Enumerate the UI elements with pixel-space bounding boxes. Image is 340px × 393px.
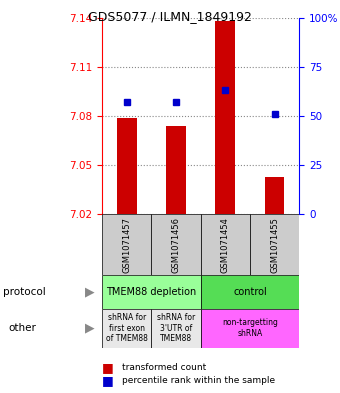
- Text: GSM1071456: GSM1071456: [171, 217, 181, 273]
- Bar: [216, 21, 235, 214]
- Bar: [102, 275, 201, 309]
- Text: shRNA for
3'UTR of
TMEM88: shRNA for 3'UTR of TMEM88: [157, 313, 195, 343]
- Text: control: control: [233, 287, 267, 297]
- Bar: [166, 126, 186, 214]
- Bar: [102, 309, 151, 348]
- Text: other: other: [8, 323, 36, 333]
- Text: GSM1071455: GSM1071455: [270, 217, 279, 273]
- Bar: [201, 309, 299, 348]
- Bar: [201, 214, 250, 275]
- Text: GSM1071454: GSM1071454: [221, 217, 230, 273]
- Text: non-targetting
shRNA: non-targetting shRNA: [222, 318, 278, 338]
- Text: percentile rank within the sample: percentile rank within the sample: [122, 376, 275, 385]
- Text: TMEM88 depletion: TMEM88 depletion: [106, 287, 197, 297]
- Bar: [102, 214, 151, 275]
- Bar: [201, 275, 299, 309]
- Bar: [250, 214, 299, 275]
- Bar: [117, 118, 136, 214]
- Text: transformed count: transformed count: [122, 363, 207, 372]
- Bar: [265, 176, 284, 214]
- Text: GSM1071457: GSM1071457: [122, 217, 131, 273]
- Text: ■: ■: [102, 374, 114, 387]
- Bar: [151, 309, 201, 348]
- Text: shRNA for
first exon
of TMEM88: shRNA for first exon of TMEM88: [106, 313, 148, 343]
- Text: protocol: protocol: [3, 287, 46, 297]
- Bar: [151, 214, 201, 275]
- Text: ▶: ▶: [85, 321, 95, 335]
- Text: GDS5077 / ILMN_1849192: GDS5077 / ILMN_1849192: [88, 10, 252, 23]
- Text: ▶: ▶: [85, 285, 95, 298]
- Text: ■: ■: [102, 361, 114, 374]
